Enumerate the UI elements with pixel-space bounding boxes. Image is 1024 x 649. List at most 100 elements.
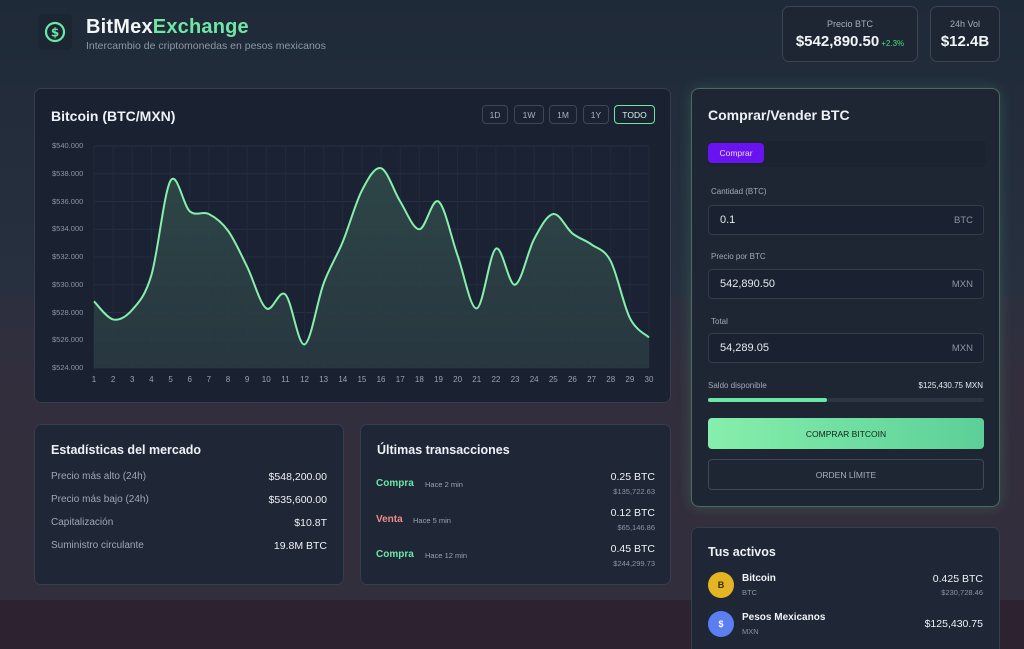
price-chart-panel: Bitcoin (BTC/MXN) 1D 1W 1M 1Y TODO $540.… (34, 88, 671, 403)
brand-name: BitMexExchange (86, 16, 249, 39)
peso-coin-icon: $ (708, 611, 734, 637)
range-all-button[interactable]: TODO (614, 105, 655, 124)
range-1d-button[interactable]: 1D (482, 105, 508, 124)
price-label: Precio por BTC (711, 252, 766, 261)
total-label: Total (711, 317, 728, 326)
y-tick-label: $524.000 (52, 363, 84, 372)
x-tick-label: 3 (130, 375, 135, 384)
stat-value-cap: $10.8T (294, 517, 327, 529)
stat-value-high: $548,200.00 (268, 471, 327, 483)
stat-label-low: Precio más bajo (24h) (51, 494, 149, 505)
y-tick-label: $538.000 (52, 168, 84, 178)
tx-time: Hace 5 min (413, 516, 451, 525)
x-tick-label: 29 (625, 375, 635, 384)
price-value: 542,890.50 (720, 278, 776, 290)
brand-part-2: Exchange (152, 16, 249, 38)
svg-text:$: $ (51, 26, 59, 40)
x-tick-label: 9 (244, 375, 250, 384)
x-tick-label: 4 (149, 375, 154, 384)
y-tick-label: $534.000 (52, 224, 84, 234)
trade-title: Comprar/Vender BTC (708, 107, 850, 123)
x-tick-label: 15 (357, 375, 367, 384)
balance-progress-bar (708, 398, 984, 402)
total-value: 54,289.05 (720, 342, 769, 354)
volume-value: $12.4B (940, 33, 990, 50)
quantity-value: 0.1 (720, 214, 736, 226)
x-tick-label: 1 (91, 375, 97, 384)
total-unit: MXN (951, 343, 973, 354)
quantity-input[interactable]: 0.1 BTC (708, 205, 984, 235)
stat-value-low: $535,600.00 (268, 494, 327, 506)
tx-time: Hace 2 min (425, 480, 463, 489)
range-1y-button[interactable]: 1Y (583, 105, 609, 124)
balance-label: Saldo disponible (708, 381, 767, 390)
quantity-unit: BTC (954, 215, 973, 226)
stat-label-high: Precio más alto (24h) (51, 471, 147, 482)
limit-order-button[interactable]: ORDEN LÍMITE (708, 459, 984, 490)
range-1w-button[interactable]: 1W (514, 105, 544, 124)
stat-label-supply: Suministro circulante (51, 540, 144, 551)
btc-price-value: $542,890.50 +2.3% (783, 33, 917, 50)
balance-value: $125,430.75 MXN (918, 381, 984, 390)
transactions-title: Últimas transacciones (377, 443, 510, 457)
x-tick-label: 8 (225, 375, 231, 384)
x-tick-label: 20 (453, 375, 463, 384)
x-tick-label: 30 (644, 375, 654, 384)
brand-part-1: BitMex (86, 16, 153, 38)
tx-type: Compra (376, 478, 414, 489)
asset-code: BTC (742, 588, 757, 597)
tx-mxn: $65,146.86 (617, 523, 655, 532)
asset-amount: $125,430.75 (924, 618, 983, 630)
market-stats-panel: Estadísticas del mercado Precio más alto… (34, 424, 344, 585)
assets-panel: Tus activos B Bitcoin BTC 0.425 BTC $230… (691, 527, 1000, 649)
x-tick-label: 6 (187, 375, 192, 384)
y-tick-label: $532.000 (52, 252, 84, 261)
x-tick-label: 24 (529, 375, 539, 384)
tab-buy[interactable]: Comprar (708, 143, 764, 163)
btc-price-card: Precio BTC $542,890.50 +2.3% (782, 6, 918, 62)
x-tick-label: 17 (395, 375, 405, 384)
stat-label-cap: Capitalización (51, 517, 114, 528)
total-input[interactable]: 54,289.05 MXN (708, 333, 984, 363)
y-tick-label: $536.000 (52, 196, 84, 206)
dollar-circle-icon: $ (44, 21, 66, 43)
market-stats-title: Estadísticas del mercado (51, 443, 202, 457)
buy-bitcoin-button[interactable]: COMPRAR BITCOIN (708, 418, 984, 449)
x-tick-label: 13 (319, 375, 329, 384)
volume-card: 24h Vol $12.4B (930, 6, 1000, 62)
tx-amount: 0.12 BTC (610, 507, 655, 519)
x-tick-label: 19 (434, 375, 443, 384)
x-tick-label: 25 (548, 375, 558, 384)
chart-title: Bitcoin (BTC/MXN) (51, 108, 176, 124)
tagline: Intercambio de criptomonedas en pesos me… (86, 40, 326, 52)
tx-amount: 0.25 BTC (610, 471, 655, 483)
x-tick-label: 10 (261, 375, 271, 384)
x-tick-label: 2 (110, 375, 116, 384)
btc-price: $542,890.50 (795, 33, 880, 50)
tx-type: Compra (376, 549, 414, 560)
asset-mxn-value: $230,728.46 (941, 588, 983, 597)
x-tick-label: 5 (168, 375, 173, 384)
y-tick-label: $540.000 (52, 141, 84, 150)
stat-value-supply: 19.8M BTC (273, 540, 327, 552)
asset-name: Pesos Mexicanos (742, 612, 826, 623)
price-unit: MXN (951, 279, 973, 290)
trade-tabs: Comprar (708, 141, 986, 167)
x-tick-label: 16 (376, 375, 386, 384)
quantity-label: Cantidad (BTC) (711, 187, 767, 196)
price-change-badge: +2.3% (881, 39, 905, 48)
x-tick-label: 18 (414, 375, 424, 384)
asset-amount: 0.425 BTC (932, 573, 983, 585)
range-1m-button[interactable]: 1M (549, 105, 577, 124)
x-tick-label: 28 (606, 375, 616, 384)
x-tick-label: 22 (491, 375, 501, 384)
y-tick-label: $528.000 (52, 307, 84, 317)
assets-title: Tus activos (708, 545, 776, 559)
tx-time: Hace 12 min (425, 551, 468, 560)
trade-panel: Comprar/Vender BTC Comprar Cantidad (BTC… (691, 88, 1000, 507)
volume-label: 24h Vol (949, 19, 981, 29)
x-tick-label: 26 (567, 375, 577, 384)
price-area-chart (93, 145, 650, 369)
price-input[interactable]: 542,890.50 MXN (708, 269, 984, 299)
balance-progress-fill (708, 398, 827, 402)
